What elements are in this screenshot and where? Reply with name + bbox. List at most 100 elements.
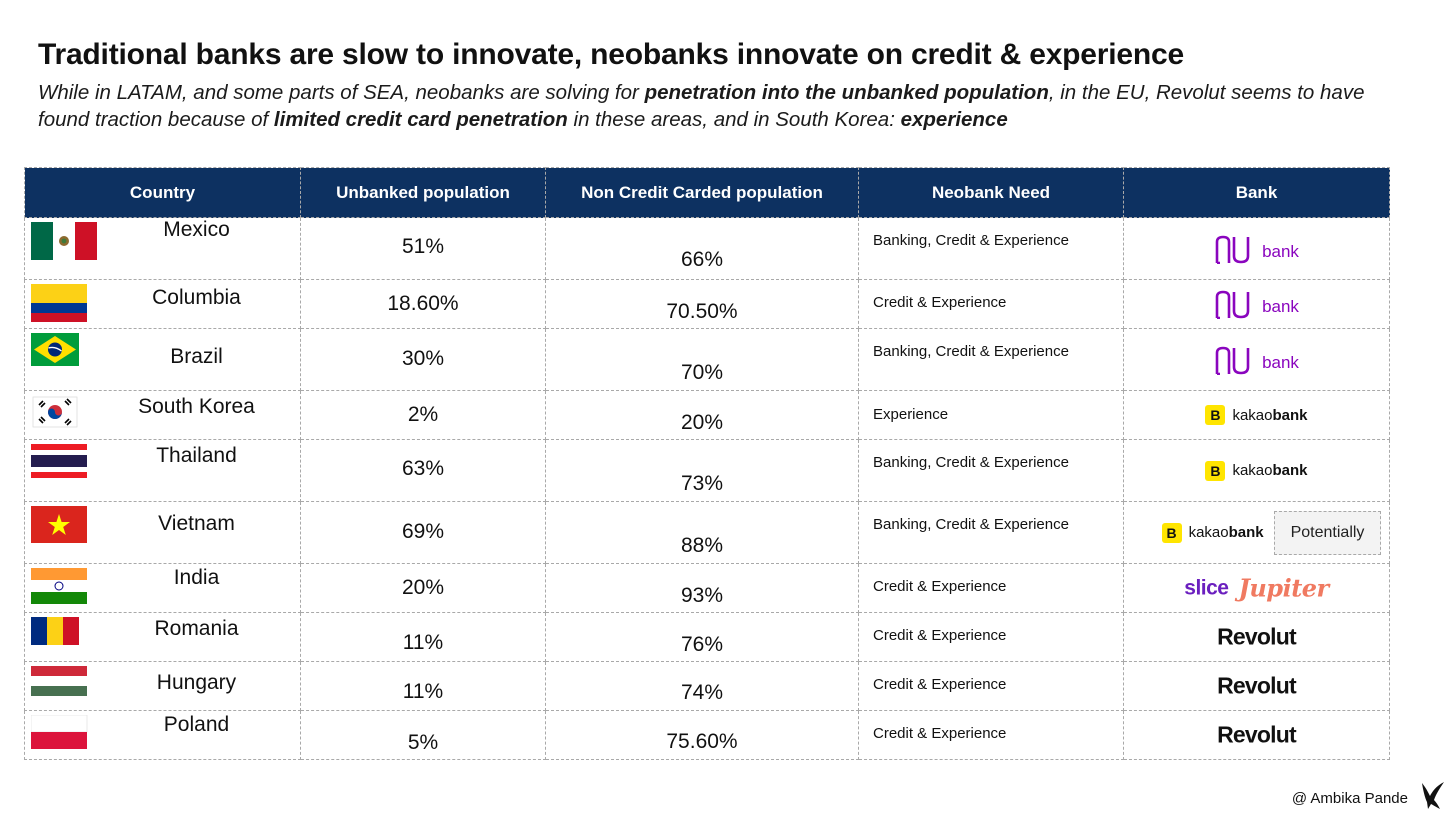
unbanked-value: 2% [300,390,546,440]
bank-cell: B kakaobank Potentially [1123,501,1390,564]
country-name: Poland [163,713,230,736]
non-credit-value: 74% [545,661,859,711]
nubank-label: bank [1262,241,1299,261]
table-row: South Korea 2% 20% Experience B kakaoban… [24,390,1390,440]
revolut-logo: Revolut [1217,672,1297,699]
revolut-logo: Revolut [1217,623,1297,650]
nu-mark-icon [1215,346,1250,375]
neobank-need: Banking, Credit & Experience [858,439,1124,502]
country-name: Columbia [152,286,241,309]
header-country: Country [24,167,301,218]
country-name: Hungary [156,671,237,694]
page-subtitle: While in LATAM, and some parts of SEA, n… [38,81,1365,131]
brazil-flag-icon [31,333,79,366]
kakaobank-logo: B kakaobank [1205,460,1308,481]
country-cell: Vietnam [24,501,301,564]
neobank-need: Credit & Experience [858,661,1124,711]
nubank-logo: bank [1214,289,1299,319]
country-cell: Romania [24,612,301,662]
unbanked-value: 30% [300,328,546,391]
india-flag-icon [31,568,87,604]
country-name: Thailand [156,444,237,467]
kakaobank-logo: B kakaobank [1161,522,1264,543]
neobank-need: Credit & Experience [858,563,1124,613]
unbanked-value: 11% [300,661,546,711]
non-credit-value: 70% [545,328,859,391]
bank-cell: Revolut [1123,710,1390,760]
non-credit-value: 73% [545,439,859,502]
bank-cell: Revolut [1123,661,1390,711]
neobank-need: Credit & Experience [858,710,1124,760]
table-row: Hungary 11% 74% Credit & Experience Revo… [24,661,1390,711]
country-cell: South Korea [24,390,301,440]
slice-logo: slice [1184,576,1229,599]
country-name: India [173,566,220,589]
bank-cell: slice Jupiter [1123,563,1390,613]
country-name: Romania [154,617,239,640]
neobank-need: Credit & Experience [858,279,1124,329]
non-credit-value: 88% [545,501,859,564]
nu-mark-icon [1215,235,1250,264]
country-cell: Brazil [24,328,301,391]
bank-cell: bank [1123,217,1390,280]
colombia-flag-icon [31,284,87,322]
bank-cell: bank [1123,328,1390,391]
unbanked-value: 5% [300,710,546,760]
table-row: Vietnam 69% 88% Banking, Credit & Experi… [24,501,1390,564]
country-name: Brazil [170,345,223,368]
mexico-flag-icon [31,222,97,260]
non-credit-value: 20% [545,390,859,440]
kakaobank-label: kakaobank [1188,524,1264,541]
nu-mark-icon [1215,290,1250,319]
unbanked-value: 63% [300,439,546,502]
kakao-mark-icon: B [1161,522,1182,543]
table-header-row: Country Unbanked population Non Credit C… [24,167,1390,218]
neobank-need: Credit & Experience [858,612,1124,662]
table-row: Brazil 30% 70% Banking, Credit & Experie… [24,328,1390,391]
nubank-label: bank [1262,352,1299,372]
nubank-logo: bank [1214,234,1299,264]
thailand-flag-icon [31,444,87,478]
unbanked-value: 51% [300,217,546,280]
header-need: Neobank Need [858,167,1124,218]
kakao-mark-icon: B [1205,460,1226,481]
neobank-need: Banking, Credit & Experience [858,328,1124,391]
non-credit-value: 66% [545,217,859,280]
table-row: Mexico 51% 66% Banking, Credit & Experie… [24,217,1390,280]
neobank-need: Experience [858,390,1124,440]
country-cell: Thailand [24,439,301,502]
table-row: Thailand 63% 73% Banking, Credit & Exper… [24,439,1390,502]
table-row: India 20% 93% Credit & Experience slice J… [24,563,1390,613]
table-row: Poland 5% 75.60% Credit & Experience Rev… [24,710,1390,760]
table-row: Romania 11% 76% Credit & Experience Revo… [24,612,1390,662]
non-credit-value: 75.60% [545,710,859,760]
country-name: Vietnam [158,512,235,535]
header-unbanked: Unbanked population [300,167,546,218]
neobank-table: Country Unbanked population Non Credit C… [24,167,1390,760]
header-bank: Bank [1123,167,1390,218]
vietnam-flag-icon [31,506,87,543]
unbanked-value: 69% [300,501,546,564]
bank-cell: B kakaobank [1123,390,1390,440]
bank-cell: bank [1123,279,1390,329]
unbanked-value: 20% [300,563,546,613]
kakaobank-label: kakaobank [1232,406,1308,424]
country-cell: India [24,563,301,613]
south-korea-flag-icon [32,396,78,428]
country-cell: Mexico [24,217,301,280]
hungary-flag-icon [31,666,87,696]
kakaobank-logo: B kakaobank [1205,405,1308,425]
nubank-label: bank [1262,297,1299,316]
jupiter-logo: Jupiter [1238,573,1330,603]
kakaobank-label: kakaobank [1232,462,1308,479]
unbanked-value: 18.60% [300,279,546,329]
revolut-logo: Revolut [1217,721,1297,748]
poland-flag-icon [31,715,88,749]
country-cell: Columbia [24,279,301,329]
table-row: Columbia 18.60% 70.50% Credit & Experien… [24,279,1390,329]
author-credit: @ Ambika Pande [1291,790,1408,807]
non-credit-value: 93% [545,563,859,613]
neobank-need: Banking, Credit & Experience [858,501,1124,564]
romania-flag-icon [31,617,79,645]
bank-cell: B kakaobank [1123,439,1390,502]
